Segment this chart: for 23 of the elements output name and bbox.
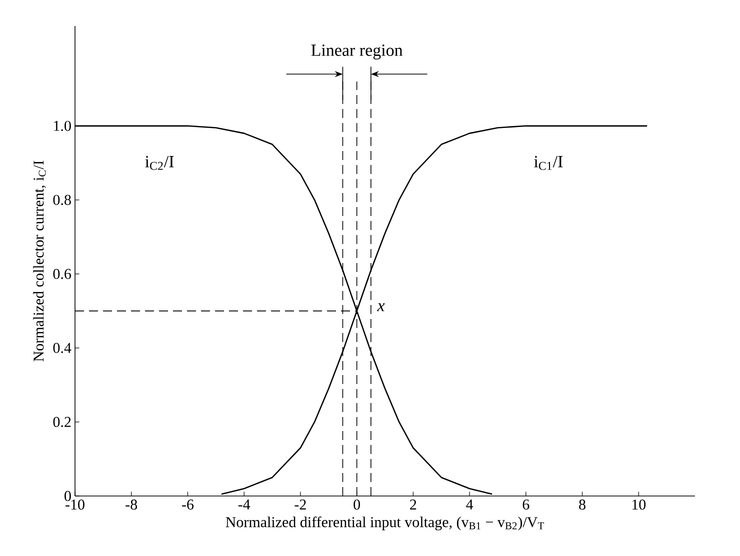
x-tick-label: -10 (66, 500, 84, 510)
series-label: i$_{C2}$/I (145, 156, 174, 170)
y-tick-label: 1.0 (54, 120, 71, 132)
x-tick-label: 2 (410, 500, 416, 510)
x-tick-label: -4 (238, 500, 250, 510)
x-tick-label: 6 (522, 500, 530, 510)
x-tick-label: -6 (182, 500, 194, 510)
annotation: Linear region (311, 44, 403, 60)
annotation: x (377, 303, 385, 312)
y-tick-label: 0.2 (53, 416, 71, 428)
y-tick-label: 0.8 (53, 194, 71, 206)
y-axis-title: Normalized collector current, i$_{C}$/I (33, 160, 46, 362)
x-tick-label: -8 (126, 500, 138, 510)
x-tick-label: 8 (579, 500, 586, 510)
x-tick-label: 10 (632, 500, 646, 510)
series-label: i$_{C1}$/I (534, 156, 563, 170)
x-axis-title: Normalized differential input voltage, (v$_{B1}$ − v$_{B2}$)/V$_{T}$ (226, 516, 544, 530)
y-tick-label: 0.6 (53, 268, 72, 280)
x-tick-label: -2 (294, 500, 306, 510)
y-tick-label: 0.4 (53, 342, 72, 354)
x-tick-label: 0 (354, 500, 360, 510)
x-tick-label: 4 (466, 500, 474, 510)
y-tick-label: 0 (64, 490, 71, 502)
